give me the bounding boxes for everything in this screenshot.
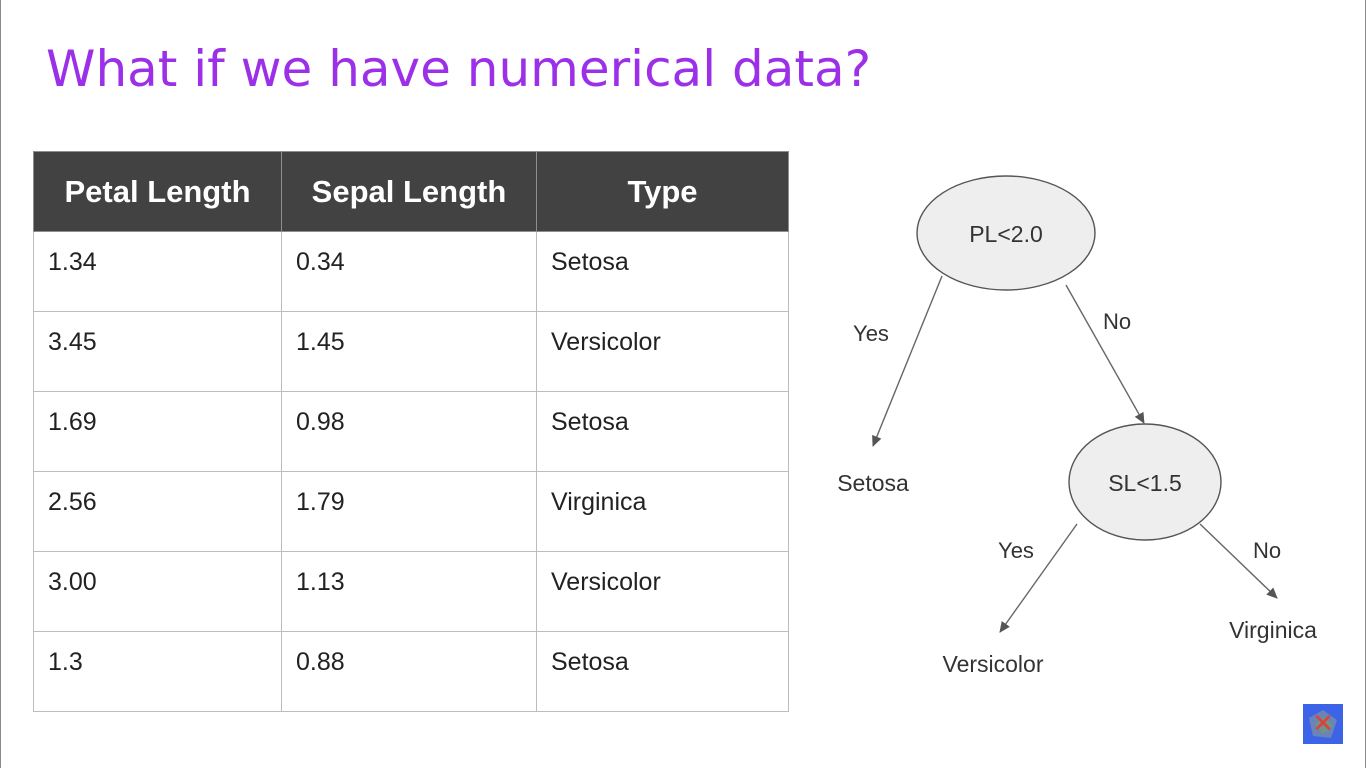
root-yes-edge-label: Yes <box>853 321 889 346</box>
root-node <box>916 175 1096 291</box>
table-row: 2.56 1.79 Virginica <box>33 471 789 552</box>
child-yes-edge-label: Yes <box>998 538 1034 563</box>
data-table: Petal Length Sepal Length Type 1.34 0.34… <box>33 151 789 712</box>
table-header-row: Petal Length Sepal Length Type <box>33 151 789 232</box>
badge-pattern <box>1303 704 1343 744</box>
cell-petal-length: 1.69 <box>33 391 282 472</box>
leaf-setosa: Setosa <box>837 470 909 496</box>
root-node-label: PL<2.0 <box>969 221 1043 247</box>
cell-type: Versicolor <box>536 311 789 392</box>
cell-sepal-length: 0.88 <box>281 631 537 712</box>
cell-type: Setosa <box>536 631 789 712</box>
table-row: 3.45 1.45 Versicolor <box>33 311 789 392</box>
cell-sepal-length: 1.79 <box>281 471 537 552</box>
cell-type: Virginica <box>536 471 789 552</box>
column-header-petal-length: Petal Length <box>33 151 282 232</box>
cell-type: Setosa <box>536 391 789 472</box>
cell-petal-length: 3.00 <box>33 551 282 632</box>
leaf-versicolor: Versicolor <box>943 651 1044 677</box>
cell-petal-length: 1.34 <box>33 231 282 312</box>
column-header-type: Type <box>536 151 789 232</box>
cell-petal-length: 1.3 <box>33 631 282 712</box>
cell-sepal-length: 0.34 <box>281 231 537 312</box>
cell-type: Setosa <box>536 231 789 312</box>
edge-child-no <box>1199 523 1278 599</box>
cell-type: Versicolor <box>536 551 789 632</box>
column-header-sepal-length: Sepal Length <box>281 151 537 232</box>
cell-sepal-length: 1.45 <box>281 311 537 392</box>
cell-sepal-length: 0.98 <box>281 391 537 472</box>
table-row: 1.69 0.98 Setosa <box>33 391 789 472</box>
root-no-edge-label: No <box>1103 309 1131 334</box>
cell-petal-length: 3.45 <box>33 311 282 392</box>
slide-title: What if we have numerical data? <box>46 40 872 98</box>
child-node-label: SL<1.5 <box>1108 470 1182 496</box>
edge-child-yes <box>999 523 1078 633</box>
cell-sepal-length: 1.13 <box>281 551 537 632</box>
child-no-edge-label: No <box>1253 538 1281 563</box>
close-icon[interactable]: ✕ <box>1312 709 1334 739</box>
child-node <box>1068 423 1222 541</box>
corner-badge[interactable]: ✕ <box>1303 704 1343 744</box>
edge-root-no <box>1065 284 1145 424</box>
table-row: 1.3 0.88 Setosa <box>33 631 789 712</box>
table-row: 3.00 1.13 Versicolor <box>33 551 789 632</box>
edge-root-yes <box>872 275 943 447</box>
table-row: 1.34 0.34 Setosa <box>33 231 789 312</box>
cell-petal-length: 2.56 <box>33 471 282 552</box>
leaf-virginica: Virginica <box>1229 617 1317 643</box>
